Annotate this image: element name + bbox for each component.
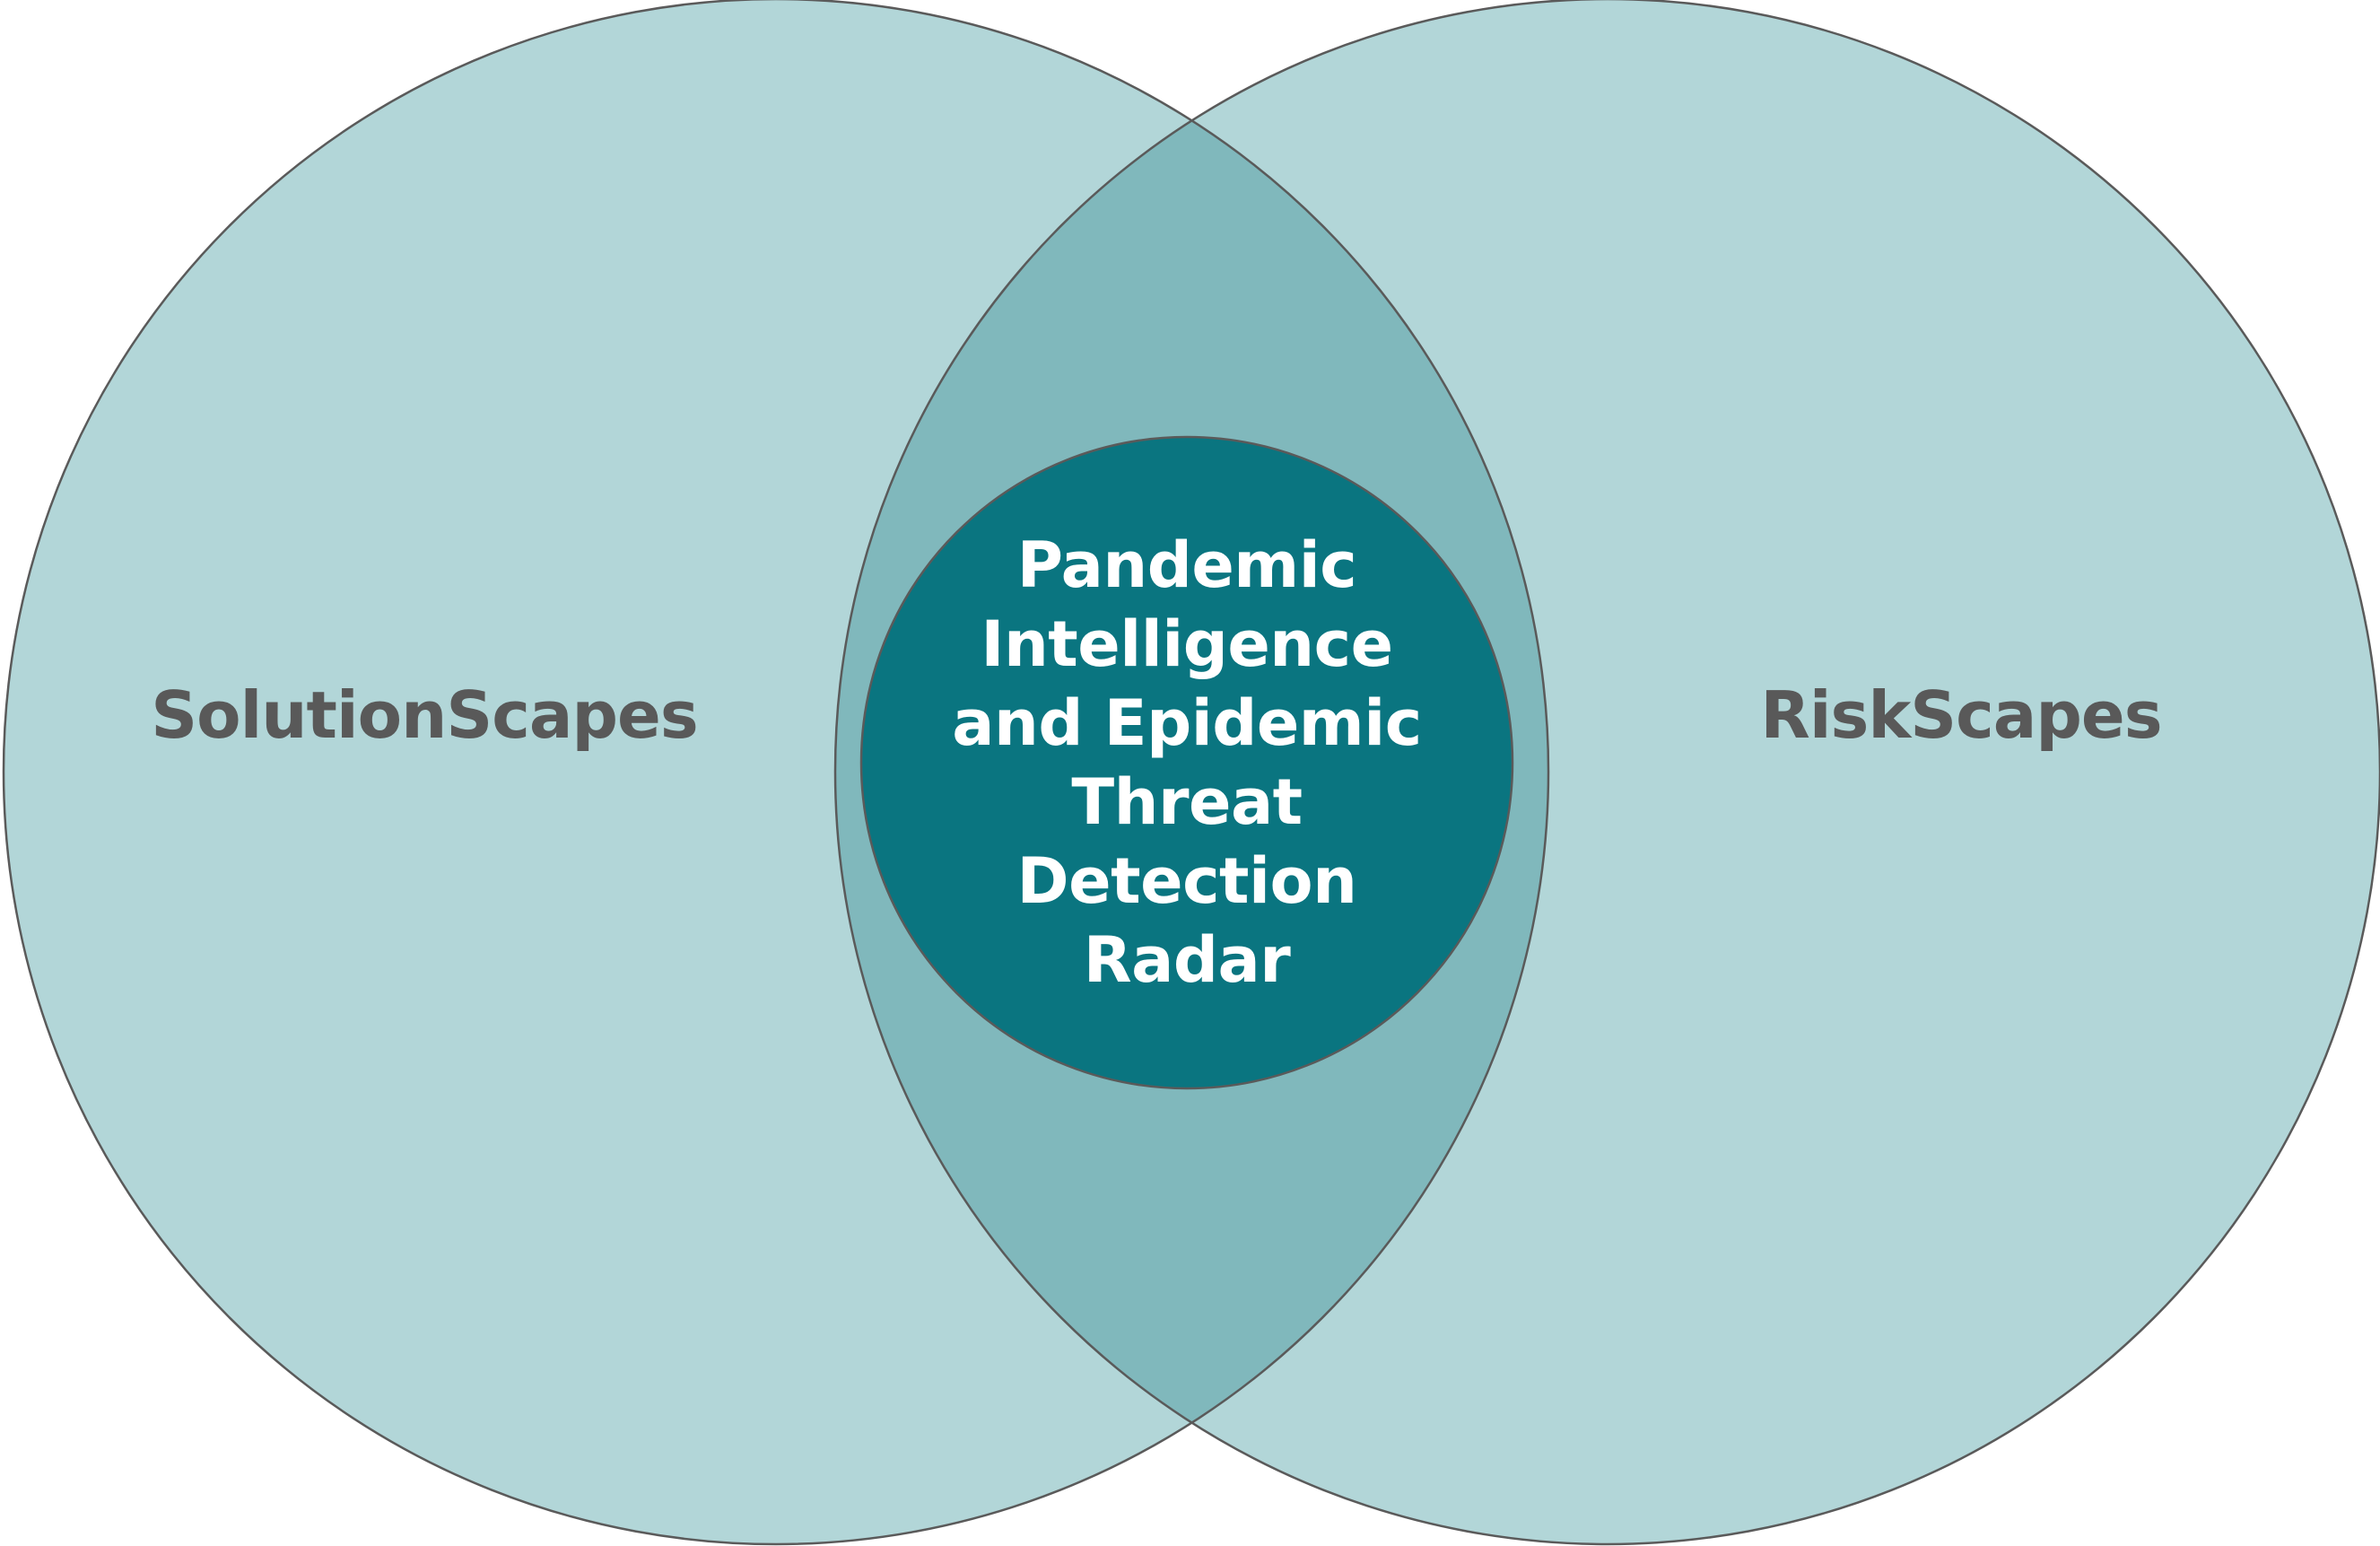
riskscapes-outline [834,0,2380,1545]
center-label-line: Intelligence [981,607,1393,681]
center-circle [859,435,1514,1090]
center-label-line: Threat [1071,765,1303,839]
center-label: Pandemic Intelligence and Epidemic Threa… [900,526,1474,1000]
riskscapes-label: RiskScapes [1760,677,2162,753]
center-label-line: Radar [1083,923,1291,997]
solutionscapes-outline [3,0,1549,1545]
overlap-region [835,0,1548,1544]
center-label-line: and Epidemic [952,686,1422,760]
center-label-line: Detection [1016,844,1357,918]
solutionscapes-label: SolutionScapes [151,677,698,753]
center-label-line: Pandemic [1016,528,1357,602]
